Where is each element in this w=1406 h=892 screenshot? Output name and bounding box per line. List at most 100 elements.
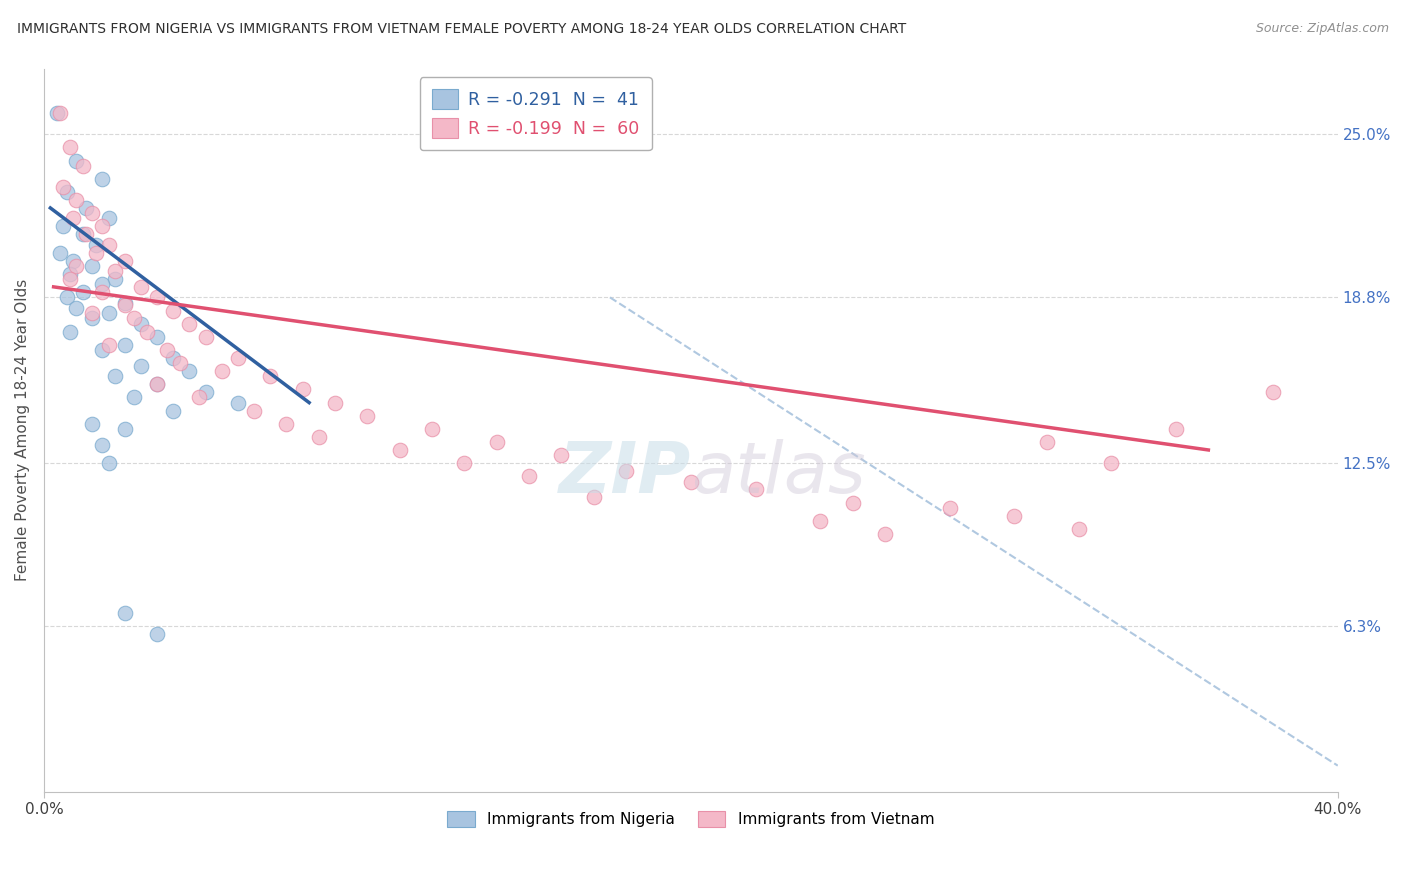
Point xyxy=(1035,435,1057,450)
Point xyxy=(308,430,330,444)
Point xyxy=(97,456,120,470)
Point xyxy=(75,201,97,215)
Point xyxy=(1002,508,1025,523)
Point xyxy=(114,298,136,312)
Point xyxy=(59,325,82,339)
Point xyxy=(65,193,87,207)
Point xyxy=(62,253,84,268)
Point xyxy=(59,272,82,286)
Point xyxy=(91,343,114,357)
Point xyxy=(550,448,572,462)
Point xyxy=(146,290,169,304)
Point xyxy=(49,245,72,260)
Point xyxy=(194,330,217,344)
Point xyxy=(614,464,637,478)
Point xyxy=(162,351,184,365)
Point xyxy=(808,514,831,528)
Point xyxy=(162,403,184,417)
Point xyxy=(582,491,605,505)
Point xyxy=(136,325,159,339)
Point xyxy=(84,237,107,252)
Point xyxy=(169,356,191,370)
Point xyxy=(226,395,249,409)
Point xyxy=(146,377,169,392)
Point xyxy=(179,317,201,331)
Text: ZIP: ZIP xyxy=(558,439,690,508)
Point xyxy=(104,264,127,278)
Point xyxy=(72,159,94,173)
Legend: Immigrants from Nigeria, Immigrants from Vietnam: Immigrants from Nigeria, Immigrants from… xyxy=(440,804,942,835)
Point xyxy=(323,395,346,409)
Point xyxy=(59,140,82,154)
Point xyxy=(97,306,120,320)
Point xyxy=(82,206,104,220)
Point xyxy=(485,435,508,450)
Point xyxy=(146,627,169,641)
Point xyxy=(420,422,443,436)
Point xyxy=(179,364,201,378)
Point xyxy=(129,280,152,294)
Point xyxy=(62,211,84,226)
Point xyxy=(114,253,136,268)
Point xyxy=(75,227,97,242)
Point xyxy=(679,475,702,489)
Point xyxy=(114,295,136,310)
Point xyxy=(453,456,475,470)
Point xyxy=(82,417,104,431)
Text: atlas: atlas xyxy=(690,439,866,508)
Point xyxy=(129,317,152,331)
Point xyxy=(938,500,960,515)
Point xyxy=(72,285,94,299)
Point xyxy=(65,301,87,315)
Point xyxy=(84,245,107,260)
Point xyxy=(97,337,120,351)
Point xyxy=(91,277,114,292)
Point xyxy=(114,422,136,436)
Point xyxy=(259,369,281,384)
Point xyxy=(146,377,169,392)
Point xyxy=(194,385,217,400)
Point xyxy=(114,606,136,620)
Point xyxy=(1391,658,1406,673)
Point xyxy=(59,267,82,281)
Point xyxy=(82,259,104,273)
Point xyxy=(82,311,104,326)
Point xyxy=(873,527,896,541)
Point xyxy=(356,409,378,423)
Point xyxy=(276,417,298,431)
Point xyxy=(841,495,863,509)
Point xyxy=(52,180,75,194)
Point xyxy=(188,390,211,404)
Point xyxy=(65,259,87,273)
Point xyxy=(91,172,114,186)
Point xyxy=(162,303,184,318)
Point xyxy=(49,106,72,120)
Point xyxy=(1164,422,1187,436)
Point xyxy=(129,359,152,373)
Point xyxy=(104,272,127,286)
Point xyxy=(226,351,249,365)
Y-axis label: Female Poverty Among 18-24 Year Olds: Female Poverty Among 18-24 Year Olds xyxy=(15,279,30,582)
Point xyxy=(52,219,75,234)
Point xyxy=(211,364,233,378)
Point xyxy=(45,106,67,120)
Point xyxy=(55,290,77,304)
Point xyxy=(517,469,540,483)
Point xyxy=(291,383,314,397)
Point xyxy=(1067,522,1090,536)
Point xyxy=(388,442,411,457)
Point xyxy=(1099,456,1122,470)
Point xyxy=(91,438,114,452)
Point xyxy=(97,211,120,226)
Point xyxy=(65,153,87,168)
Point xyxy=(124,390,146,404)
Point xyxy=(744,483,766,497)
Point xyxy=(156,343,179,357)
Point xyxy=(72,227,94,242)
Point xyxy=(124,311,146,326)
Text: IMMIGRANTS FROM NIGERIA VS IMMIGRANTS FROM VIETNAM FEMALE POVERTY AMONG 18-24 YE: IMMIGRANTS FROM NIGERIA VS IMMIGRANTS FR… xyxy=(17,22,905,37)
Point xyxy=(91,285,114,299)
Point xyxy=(97,237,120,252)
Point xyxy=(104,369,127,384)
Point xyxy=(114,337,136,351)
